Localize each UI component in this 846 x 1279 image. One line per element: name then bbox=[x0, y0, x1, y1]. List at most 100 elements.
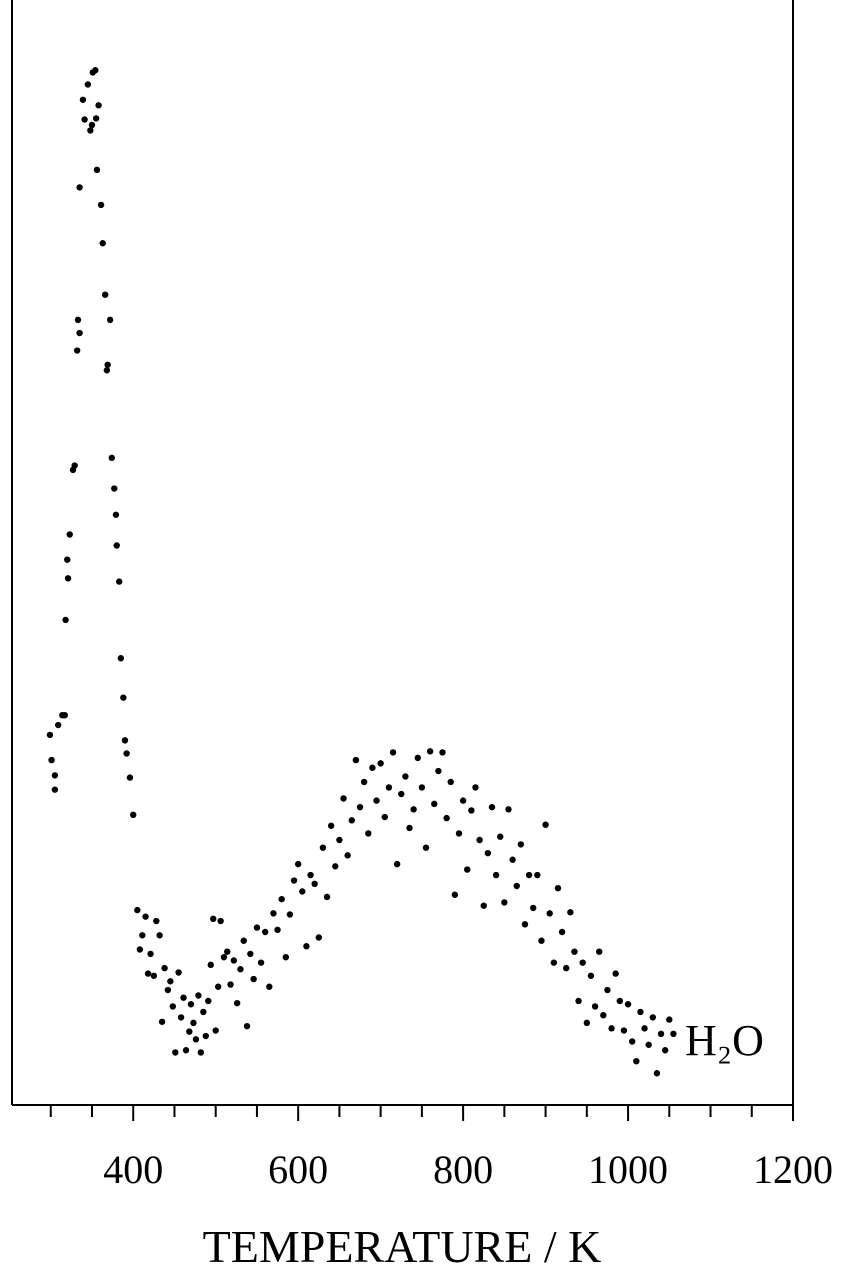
point bbox=[554, 884, 562, 892]
point bbox=[521, 921, 529, 928]
point bbox=[657, 1030, 665, 1038]
point bbox=[472, 784, 479, 791]
point bbox=[587, 972, 595, 979]
point bbox=[66, 531, 73, 538]
point bbox=[240, 937, 247, 944]
point bbox=[628, 1038, 636, 1045]
point bbox=[186, 1028, 193, 1035]
point bbox=[153, 917, 160, 925]
point bbox=[595, 948, 603, 955]
point bbox=[670, 1030, 677, 1038]
point bbox=[88, 121, 96, 129]
point bbox=[261, 928, 269, 936]
point bbox=[158, 1018, 166, 1025]
point bbox=[488, 803, 496, 811]
point bbox=[323, 893, 331, 901]
point bbox=[307, 871, 314, 879]
point bbox=[583, 1019, 591, 1027]
point bbox=[257, 959, 265, 966]
point bbox=[385, 784, 393, 791]
point bbox=[633, 1058, 640, 1065]
point bbox=[406, 824, 413, 832]
point bbox=[571, 948, 578, 955]
point bbox=[410, 806, 417, 813]
x-tick-label: 600 bbox=[268, 1147, 328, 1192]
point bbox=[112, 511, 120, 518]
point bbox=[87, 127, 94, 134]
point bbox=[608, 1025, 615, 1032]
point bbox=[303, 943, 310, 950]
point bbox=[356, 803, 364, 811]
point bbox=[214, 983, 222, 990]
point bbox=[332, 863, 339, 870]
point bbox=[92, 115, 100, 122]
point bbox=[71, 462, 78, 469]
point bbox=[373, 797, 380, 804]
point bbox=[250, 975, 257, 983]
point bbox=[106, 316, 114, 324]
x-tick-label: 1000 bbox=[588, 1147, 668, 1192]
point bbox=[369, 764, 376, 771]
point bbox=[558, 928, 566, 936]
point bbox=[476, 836, 483, 844]
point bbox=[74, 316, 82, 324]
point bbox=[95, 102, 102, 109]
point bbox=[51, 786, 59, 793]
point bbox=[513, 882, 520, 890]
point bbox=[130, 811, 137, 819]
point bbox=[220, 953, 228, 961]
point bbox=[600, 1012, 607, 1019]
point bbox=[637, 1008, 644, 1016]
point bbox=[451, 891, 459, 898]
point bbox=[439, 749, 446, 756]
point bbox=[497, 833, 504, 840]
point bbox=[447, 778, 454, 786]
x-tick-label: 1200 bbox=[753, 1147, 833, 1192]
point bbox=[653, 1070, 661, 1077]
point bbox=[575, 997, 582, 1005]
point bbox=[233, 999, 241, 1007]
point bbox=[64, 556, 71, 563]
point bbox=[360, 778, 368, 786]
point bbox=[116, 578, 123, 585]
point bbox=[126, 774, 134, 781]
point bbox=[237, 966, 244, 973]
point bbox=[336, 836, 343, 844]
point bbox=[661, 1047, 669, 1054]
point bbox=[501, 899, 508, 906]
point bbox=[641, 1025, 648, 1032]
point bbox=[290, 877, 298, 884]
point bbox=[266, 983, 273, 990]
point bbox=[202, 1032, 210, 1040]
point bbox=[542, 821, 549, 828]
point bbox=[435, 767, 442, 775]
point bbox=[81, 116, 88, 123]
point bbox=[93, 166, 101, 174]
point bbox=[205, 997, 212, 1005]
point bbox=[200, 1008, 207, 1016]
point bbox=[142, 913, 149, 920]
point bbox=[111, 485, 118, 492]
point bbox=[247, 950, 254, 958]
point bbox=[344, 852, 351, 859]
point bbox=[187, 1001, 195, 1008]
point bbox=[505, 806, 512, 813]
point bbox=[550, 959, 558, 966]
point bbox=[120, 694, 127, 701]
point bbox=[431, 800, 438, 808]
point bbox=[61, 711, 68, 719]
point bbox=[278, 895, 285, 903]
point bbox=[402, 773, 409, 780]
point bbox=[620, 1027, 628, 1034]
point bbox=[197, 1049, 205, 1056]
point bbox=[534, 871, 541, 879]
point bbox=[139, 932, 146, 939]
point bbox=[103, 367, 111, 374]
point bbox=[327, 822, 335, 829]
point bbox=[649, 1014, 656, 1021]
x-tick-label: 800 bbox=[433, 1147, 493, 1192]
point bbox=[389, 749, 397, 756]
point bbox=[538, 937, 545, 944]
point bbox=[377, 760, 384, 767]
